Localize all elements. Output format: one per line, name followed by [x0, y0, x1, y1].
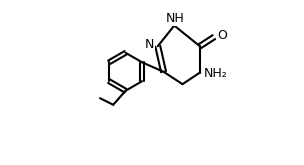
- Text: NH₂: NH₂: [204, 67, 228, 80]
- Text: N: N: [145, 38, 154, 51]
- Text: O: O: [217, 29, 227, 42]
- Text: NH: NH: [166, 12, 185, 25]
